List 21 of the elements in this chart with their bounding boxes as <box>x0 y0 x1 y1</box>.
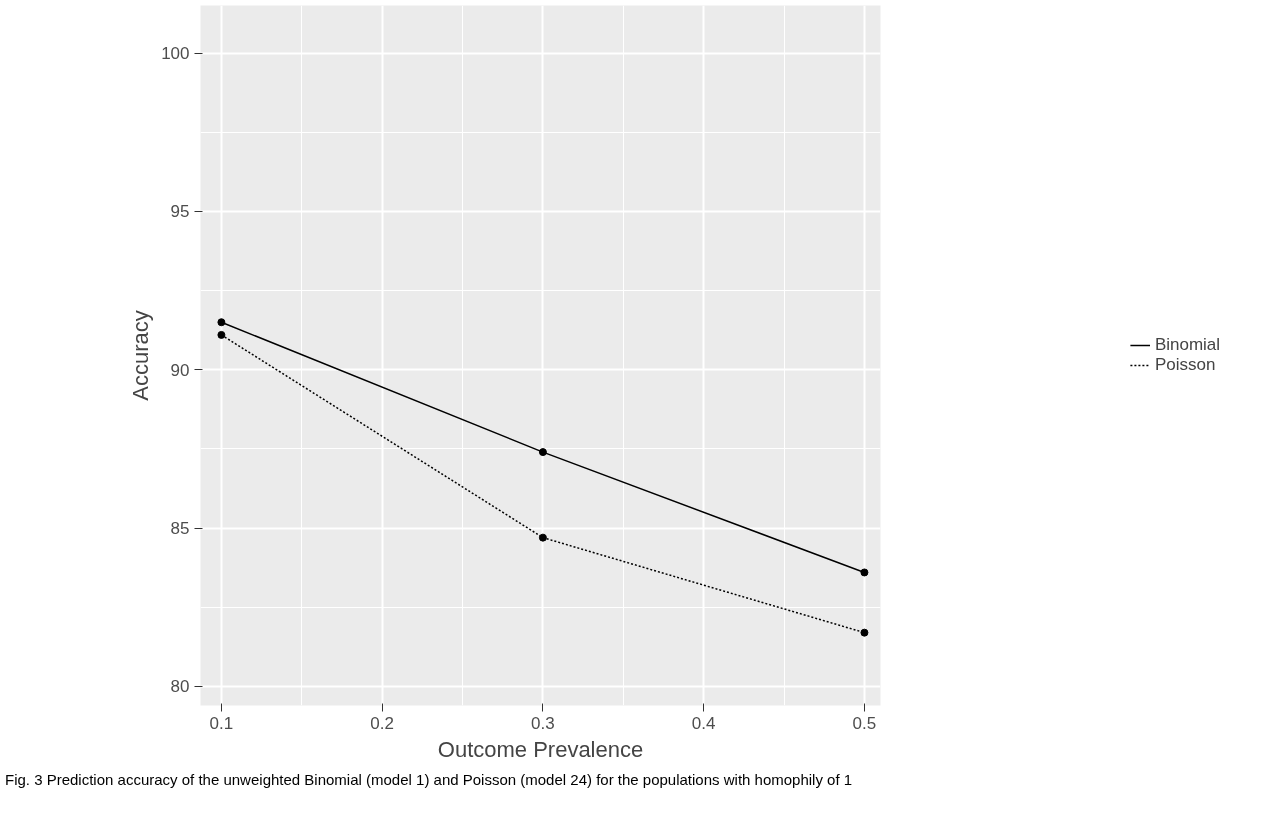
point <box>217 318 226 327</box>
point <box>860 568 869 577</box>
x-tick-label: 0.3 <box>531 713 555 733</box>
y-tick-label: 95 <box>170 202 190 222</box>
point <box>538 533 547 542</box>
legend-label: Binomial <box>1154 335 1221 355</box>
x-tick-label: 0.2 <box>370 713 394 733</box>
x-tick-label: 0.5 <box>852 713 877 733</box>
y-tick-label: 80 <box>170 677 190 697</box>
y-axis-title: Accuracy <box>128 310 154 401</box>
x-axis-title: Outcome Prevalence <box>437 736 644 762</box>
point <box>860 628 869 637</box>
x-tick-label: 0.4 <box>691 713 716 733</box>
point <box>217 330 226 339</box>
x-tick-label: 0.1 <box>209 713 234 733</box>
legend-label: Poisson <box>1154 355 1216 375</box>
y-tick-label: 90 <box>170 360 190 380</box>
caption: Fig. 3 Prediction accuracy of the unweighted Binomial (model 1) and Poisson (model 24) for the populations with homophily of 1 <box>5 770 853 790</box>
y-tick-label: 85 <box>170 519 190 539</box>
point <box>538 448 547 457</box>
y-tick-label: 100 <box>161 44 190 64</box>
